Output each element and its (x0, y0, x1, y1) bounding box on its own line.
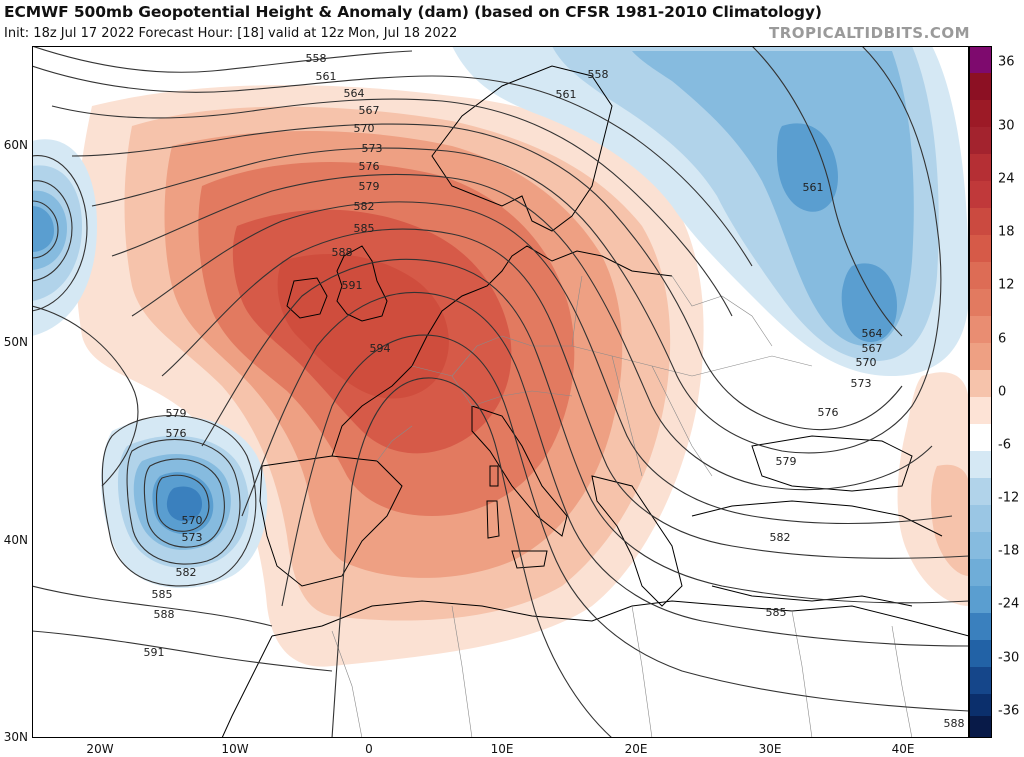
contour-label: 591 (342, 279, 363, 292)
map-subtitle: Init: 18z Jul 17 2022 Forecast Hour: [18… (4, 26, 458, 41)
positive-anomaly-shading (75, 85, 969, 667)
colorbar-segment (969, 73, 992, 100)
colorbar-tick: -36 (998, 703, 1020, 719)
contour-label: 582 (770, 531, 791, 544)
contour-label: 579 (776, 455, 797, 468)
colorbar-segment (969, 262, 992, 289)
lon-label-10e: 10E (490, 742, 514, 756)
lat-label-30n: 30N (3, 730, 28, 744)
lat-label-60n: 60N (3, 138, 28, 152)
contour-label: 591 (144, 646, 165, 659)
colorbar-segment (969, 343, 992, 370)
lon-label-20e: 20E (624, 742, 648, 756)
contour-label: 585 (152, 588, 173, 601)
contour-label: 564 (862, 327, 883, 340)
colorbar-segment (969, 667, 992, 694)
contour-label: 594 (370, 342, 391, 355)
colorbar-segment (969, 424, 992, 451)
height-contours (32, 46, 969, 738)
contour-label: 561 (556, 88, 577, 101)
brand-watermark: TROPICALTIDBITS.COM (769, 24, 970, 42)
colorbar-segment (969, 505, 992, 532)
colorbar-segment (969, 451, 992, 478)
contour-label: 579 (359, 180, 380, 193)
contour-label: 570 (182, 514, 203, 527)
lon-label-40e: 40E (891, 742, 915, 756)
contour-label: 576 (359, 160, 380, 173)
contour-label: 558 (306, 52, 327, 65)
colorbar-segment (969, 478, 992, 505)
contour-label: 564 (344, 87, 365, 100)
colorbar-tick: 18 (998, 224, 1015, 240)
lat-label-50n: 50N (3, 335, 28, 349)
contour-label: 561 (803, 181, 824, 194)
contour-label: 570 (856, 356, 877, 369)
colorbar-segment (969, 316, 992, 343)
contour-label: 570 (354, 122, 375, 135)
colorbar-segment (969, 100, 992, 127)
colorbar-segment (969, 532, 992, 559)
contour-label: 576 (818, 406, 839, 419)
colorbar-segments (969, 46, 992, 738)
colorbar-segment (969, 586, 992, 613)
contour-label: 585 (354, 222, 375, 235)
colorbar-segment (969, 289, 992, 316)
contour-label: 573 (182, 531, 203, 544)
contour-label: 573 (362, 142, 383, 155)
colorbar-tick: -18 (998, 543, 1020, 559)
colorbar-segment (969, 208, 992, 235)
colorbar-segment (969, 154, 992, 181)
lon-label-30e: 30E (758, 742, 782, 756)
contour-label: 588 (154, 608, 175, 621)
contour-label: 576 (166, 427, 187, 440)
map-title: ECMWF 500mb Geopotential Height & Anomal… (4, 3, 822, 21)
contour-label: 582 (354, 200, 375, 213)
contour-label: 567 (359, 104, 380, 117)
lon-label-20w: 20W (86, 742, 114, 756)
colorbar-segment (969, 613, 992, 640)
colorbar-tick: 36 (998, 54, 1015, 70)
colorbar-segment (969, 559, 992, 586)
colorbar-tick: -30 (998, 650, 1020, 666)
colorbar-tick: -6 (998, 437, 1011, 453)
colorbar-tick: -24 (998, 596, 1020, 612)
contour-label: 573 (851, 377, 872, 390)
anomaly-colorbar (969, 46, 992, 738)
coastlines (221, 65, 969, 738)
map-canvas: 558 561 564 567 570 573 576 579 582 585 … (32, 46, 969, 738)
contour-label: 582 (176, 566, 197, 579)
colorbar-tick: 6 (998, 331, 1007, 347)
contour-label: 567 (862, 342, 883, 355)
colorbar-segment (969, 370, 992, 397)
lon-label-0: 0 (365, 742, 373, 756)
colorbar-segment (969, 640, 992, 667)
colorbar-segment (969, 694, 992, 716)
colorbar-segment (969, 397, 992, 424)
contour-label: 588 (332, 246, 353, 259)
header: ECMWF 500mb Geopotential Height & Anomal… (0, 0, 1024, 46)
colorbar-segment (969, 235, 992, 262)
contour-label: 561 (316, 70, 337, 83)
contour-label: 579 (166, 407, 187, 420)
colorbar-segment (969, 127, 992, 154)
colorbar-tick: 30 (998, 118, 1015, 134)
contour-label: 558 (588, 68, 609, 81)
colorbar-segment (969, 716, 992, 738)
contour-label: 588 (944, 717, 965, 730)
colorbar-tick: 24 (998, 171, 1015, 187)
contour-label: 585 (766, 606, 787, 619)
colorbar-segment (969, 181, 992, 208)
colorbar-segment (969, 46, 992, 73)
colorbar-tick: 12 (998, 277, 1015, 293)
colorbar-tick: 0 (998, 384, 1007, 400)
colorbar-tick: -12 (998, 490, 1020, 506)
lon-label-10w: 10W (221, 742, 249, 756)
lat-label-40n: 40N (3, 533, 28, 547)
contour-labels: 558 561 564 567 570 573 576 579 582 585 … (144, 52, 965, 730)
